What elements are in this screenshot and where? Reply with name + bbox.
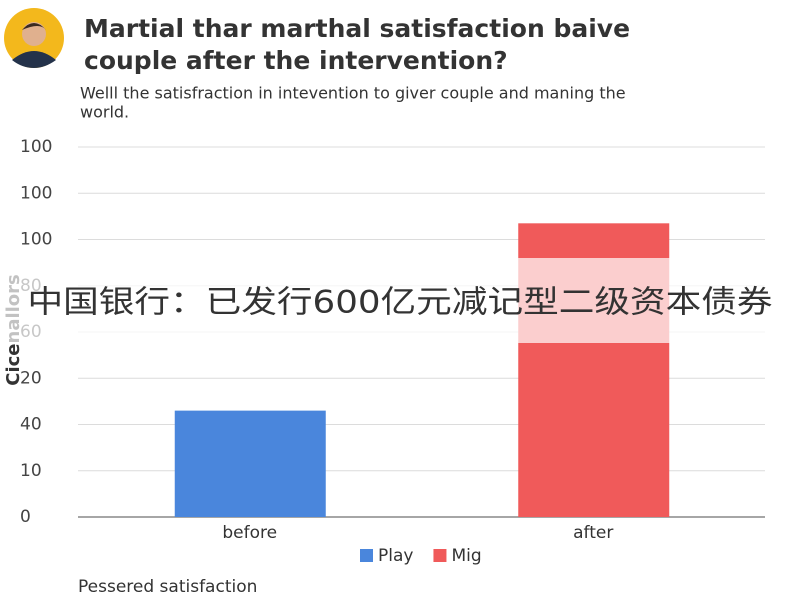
legend-label: Mig — [451, 546, 481, 566]
y-tick-label: 40 — [20, 415, 42, 435]
y-tick-label: 10 — [20, 461, 42, 481]
x-tick-label: before — [222, 523, 277, 543]
chart-title: Martial thar marthal satisfaction baive — [84, 14, 630, 43]
y-tick-label: 0 — [20, 507, 31, 527]
bar — [174, 410, 326, 517]
y-tick-label: 100 — [20, 183, 52, 203]
x-axis-label: Pessered satisfaction — [78, 577, 257, 597]
subtitle: Welll the satisfraction in intevention t… — [80, 84, 626, 103]
y-tick-label: 20 — [20, 368, 42, 388]
chart-title: couple after the intervention? — [84, 46, 508, 75]
avatar — [4, 8, 64, 68]
subtitle: world. — [80, 103, 129, 122]
overlay-band — [0, 258, 800, 343]
legend-swatch — [433, 549, 447, 562]
x-tick-label: after — [573, 523, 613, 543]
legend-label: Play — [378, 546, 413, 566]
y-tick-label: 100 — [20, 137, 52, 157]
legend-swatch — [360, 549, 373, 562]
y-tick-label: 100 — [20, 230, 52, 250]
overlay-text: 中国银行：已发行600亿元减记型二级资本债券 — [28, 285, 773, 321]
